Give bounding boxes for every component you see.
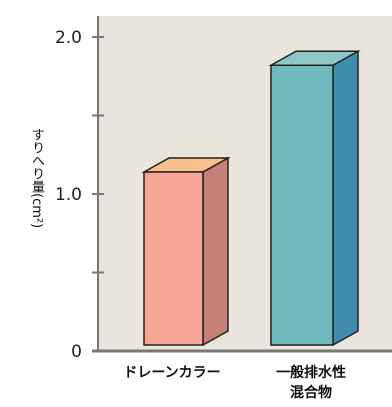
y-ticks: 0 1.0 2.0	[55, 28, 104, 362]
bar-1-front	[143, 171, 204, 346]
bar-2-side	[332, 49, 359, 347]
x-tick-label-1: ドレーンカラー	[123, 365, 220, 381]
x-tick-labels: ドレーンカラー 一般排水性混合物	[123, 364, 346, 401]
bar-1	[141, 156, 231, 347]
bar-2-front	[270, 64, 334, 346]
y-tick-label-0: 0	[71, 342, 82, 362]
x-tick-label-2: 一般排水性混合物	[276, 364, 346, 401]
y-axis-label: すりへり量(cm²)	[29, 128, 44, 229]
bar-2	[268, 49, 361, 347]
y-tick-label-1: 1.0	[55, 185, 82, 205]
bar-1-side	[202, 156, 229, 347]
bars	[141, 49, 361, 347]
y-tick-label-2: 2.0	[55, 28, 82, 48]
